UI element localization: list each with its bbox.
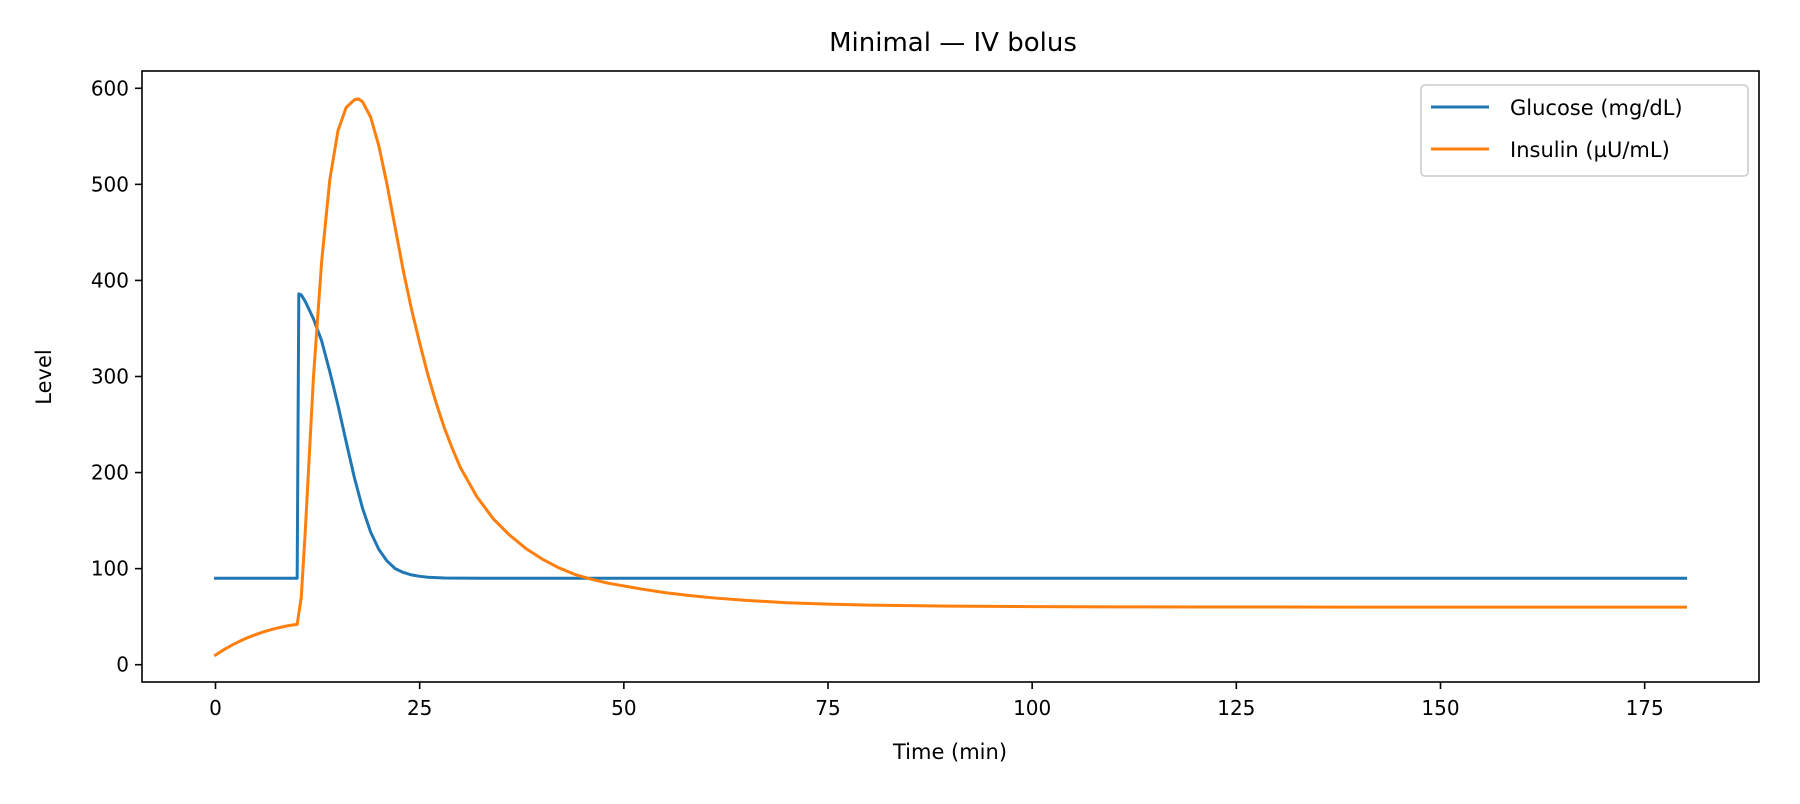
y-tick-label: 600 xyxy=(91,76,129,100)
legend-box xyxy=(1420,84,1749,177)
series-lines xyxy=(213,97,1687,658)
x-axis-ticks: 0 25 50 75 100 125 150 175 xyxy=(209,682,1664,720)
y-tick-label: 200 xyxy=(91,461,129,485)
x-tick-label: 150 xyxy=(1421,696,1459,720)
x-tick-label: 25 xyxy=(407,696,432,720)
y-tick-label: 300 xyxy=(91,365,129,389)
x-tick-label: 100 xyxy=(1013,696,1051,720)
legend-label-glucose: Glucose (mg/dL) xyxy=(1510,96,1683,120)
chart-title: Minimal — IV bolus xyxy=(829,28,1077,58)
y-tick-label: 0 xyxy=(116,653,129,677)
y-axis-ticks: 0 100 200 300 400 500 600 xyxy=(91,76,142,677)
y-tick-label: 100 xyxy=(91,557,129,581)
legend: Glucose (mg/dL) Insulin (µU/mL) xyxy=(1420,84,1749,177)
y-tick-label: 500 xyxy=(91,172,129,196)
y-axis-label: Level xyxy=(32,349,56,404)
series-line-insulin xyxy=(213,97,1687,658)
y-tick-label: 400 xyxy=(91,268,129,292)
x-tick-label: 75 xyxy=(815,696,840,720)
x-tick-label: 125 xyxy=(1217,696,1255,720)
x-tick-label: 50 xyxy=(611,696,636,720)
x-tick-label: 175 xyxy=(1626,696,1664,720)
series-line-glucose xyxy=(214,292,1687,580)
legend-label-insulin: Insulin (µU/mL) xyxy=(1510,138,1670,162)
x-tick-label: 0 xyxy=(209,696,222,720)
x-axis-label: Time (min) xyxy=(892,740,1007,764)
